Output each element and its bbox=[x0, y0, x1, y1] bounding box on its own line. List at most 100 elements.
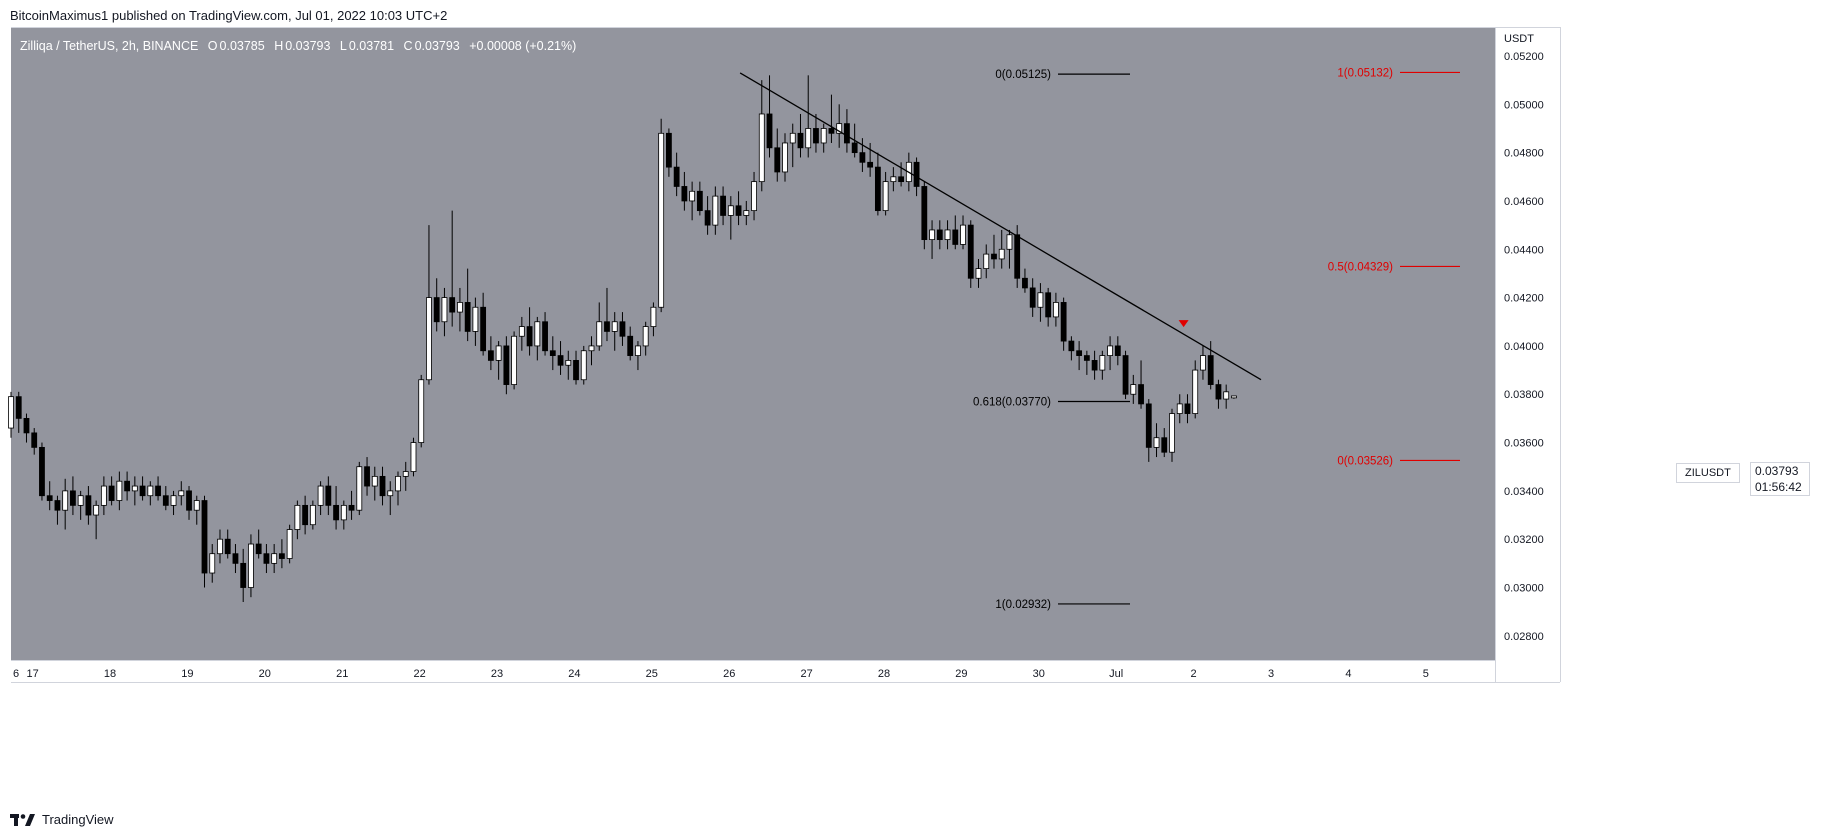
candle bbox=[100, 476, 107, 516]
candle bbox=[116, 471, 123, 511]
candle bbox=[1045, 287, 1052, 327]
candle-body bbox=[155, 485, 161, 497]
price-axis-currency: USDT bbox=[1504, 33, 1534, 45]
candle bbox=[410, 437, 417, 477]
candle bbox=[774, 128, 781, 182]
time-tick-label: 27 bbox=[800, 668, 812, 680]
time-tick-label: 19 bbox=[181, 668, 193, 680]
candle bbox=[364, 457, 370, 496]
price-axis[interactable]: 0.05200 0.05000 0.04800 0.04600 0.04400 0.042… bbox=[1504, 51, 1544, 643]
candle-body bbox=[820, 128, 827, 144]
legend-title: Zilliqa / TetherUS, 2h, BINANCE bbox=[20, 39, 199, 53]
candle bbox=[511, 331, 518, 390]
candle-body bbox=[418, 379, 425, 443]
legend-low: 0.03781 bbox=[348, 39, 395, 53]
bar-countdown: 01:56:42 bbox=[1755, 480, 1802, 494]
candle-body bbox=[696, 190, 703, 212]
time-axis[interactable]: 6 17 18 19 20 21 22 23 24 25 26 27 28 29 30 Jul 2 3 4 5 bbox=[13, 668, 1429, 680]
candle bbox=[503, 336, 510, 395]
candle-body bbox=[1122, 355, 1129, 395]
candle-body bbox=[712, 195, 719, 226]
last-price: 0.03793 bbox=[1755, 464, 1799, 478]
drawings-layer: 0(0.05125) 0.618(0.03770) 1(0.02932) 1(0.05… bbox=[739, 67, 1460, 611]
candle bbox=[758, 80, 765, 192]
candle-body bbox=[565, 360, 572, 366]
candle-body bbox=[1192, 369, 1199, 414]
candle bbox=[1037, 283, 1044, 322]
candle-body bbox=[457, 302, 463, 313]
candle-body bbox=[650, 306, 657, 327]
candle bbox=[1099, 350, 1106, 380]
candle bbox=[31, 428, 38, 455]
candle bbox=[565, 350, 572, 380]
candle bbox=[1184, 394, 1191, 424]
candle bbox=[263, 544, 270, 574]
candles-layer bbox=[8, 75, 1237, 603]
candle-body bbox=[604, 321, 610, 332]
candle bbox=[162, 486, 169, 511]
fib-level-label: 0(0.03526) bbox=[1337, 455, 1393, 467]
candle bbox=[650, 302, 657, 337]
price-tick-label: 0.03800 bbox=[1504, 389, 1544, 401]
candle-body bbox=[139, 485, 146, 497]
candle bbox=[15, 391, 22, 433]
candle bbox=[967, 220, 974, 288]
candle-body bbox=[936, 229, 943, 241]
candle-body bbox=[54, 500, 61, 511]
candle bbox=[480, 292, 487, 356]
candle-body bbox=[426, 297, 432, 381]
candle-body bbox=[666, 132, 672, 168]
price-tick-label: 0.05000 bbox=[1504, 99, 1544, 111]
candle-body bbox=[619, 321, 626, 337]
candle bbox=[1207, 341, 1214, 390]
candle bbox=[1076, 341, 1083, 371]
candle bbox=[526, 307, 533, 356]
time-tick-label: 24 bbox=[568, 668, 580, 680]
candle-body bbox=[15, 396, 22, 419]
candle-body bbox=[294, 504, 301, 530]
candle-body bbox=[627, 335, 634, 356]
candle bbox=[820, 123, 827, 153]
legend-high: 0.03793 bbox=[285, 39, 331, 53]
footer-brand[interactable]: TradingView bbox=[10, 812, 114, 827]
candle-body bbox=[232, 553, 239, 564]
candle-body bbox=[689, 190, 696, 202]
candle-body bbox=[549, 350, 556, 356]
candle-body bbox=[1176, 403, 1183, 414]
time-tick-label: 30 bbox=[1033, 668, 1045, 680]
candle bbox=[70, 476, 76, 516]
footer-brand-label: TradingView bbox=[42, 812, 114, 827]
candle-body bbox=[503, 345, 510, 385]
candle bbox=[333, 486, 339, 530]
candle bbox=[813, 113, 819, 153]
candle bbox=[85, 486, 92, 525]
candle-body bbox=[100, 485, 107, 506]
candle bbox=[627, 326, 634, 361]
trendline[interactable] bbox=[739, 72, 1262, 381]
candle-body bbox=[1184, 403, 1191, 414]
candle bbox=[193, 495, 200, 525]
candle bbox=[975, 258, 982, 288]
candle bbox=[580, 345, 587, 385]
candle-body bbox=[751, 181, 757, 212]
candle bbox=[588, 336, 595, 366]
candle bbox=[735, 191, 742, 226]
candle-body bbox=[1215, 384, 1222, 400]
time-tick-label: 18 bbox=[104, 668, 116, 680]
candle-body bbox=[1060, 302, 1067, 342]
candle-body bbox=[1161, 437, 1168, 453]
candle bbox=[278, 539, 285, 569]
candle-body bbox=[495, 345, 502, 361]
legend-high-key: H bbox=[274, 39, 284, 53]
candle-body bbox=[116, 480, 123, 501]
candle-body bbox=[611, 321, 618, 332]
candle-body bbox=[1045, 292, 1052, 318]
candle bbox=[309, 500, 316, 530]
candle-body bbox=[929, 229, 935, 241]
candle-body bbox=[774, 147, 781, 173]
candle bbox=[573, 350, 579, 385]
last-price-tag: 0.03793 01:56:42 bbox=[1750, 462, 1810, 496]
candle-body bbox=[302, 504, 309, 526]
candle-body bbox=[588, 345, 595, 352]
